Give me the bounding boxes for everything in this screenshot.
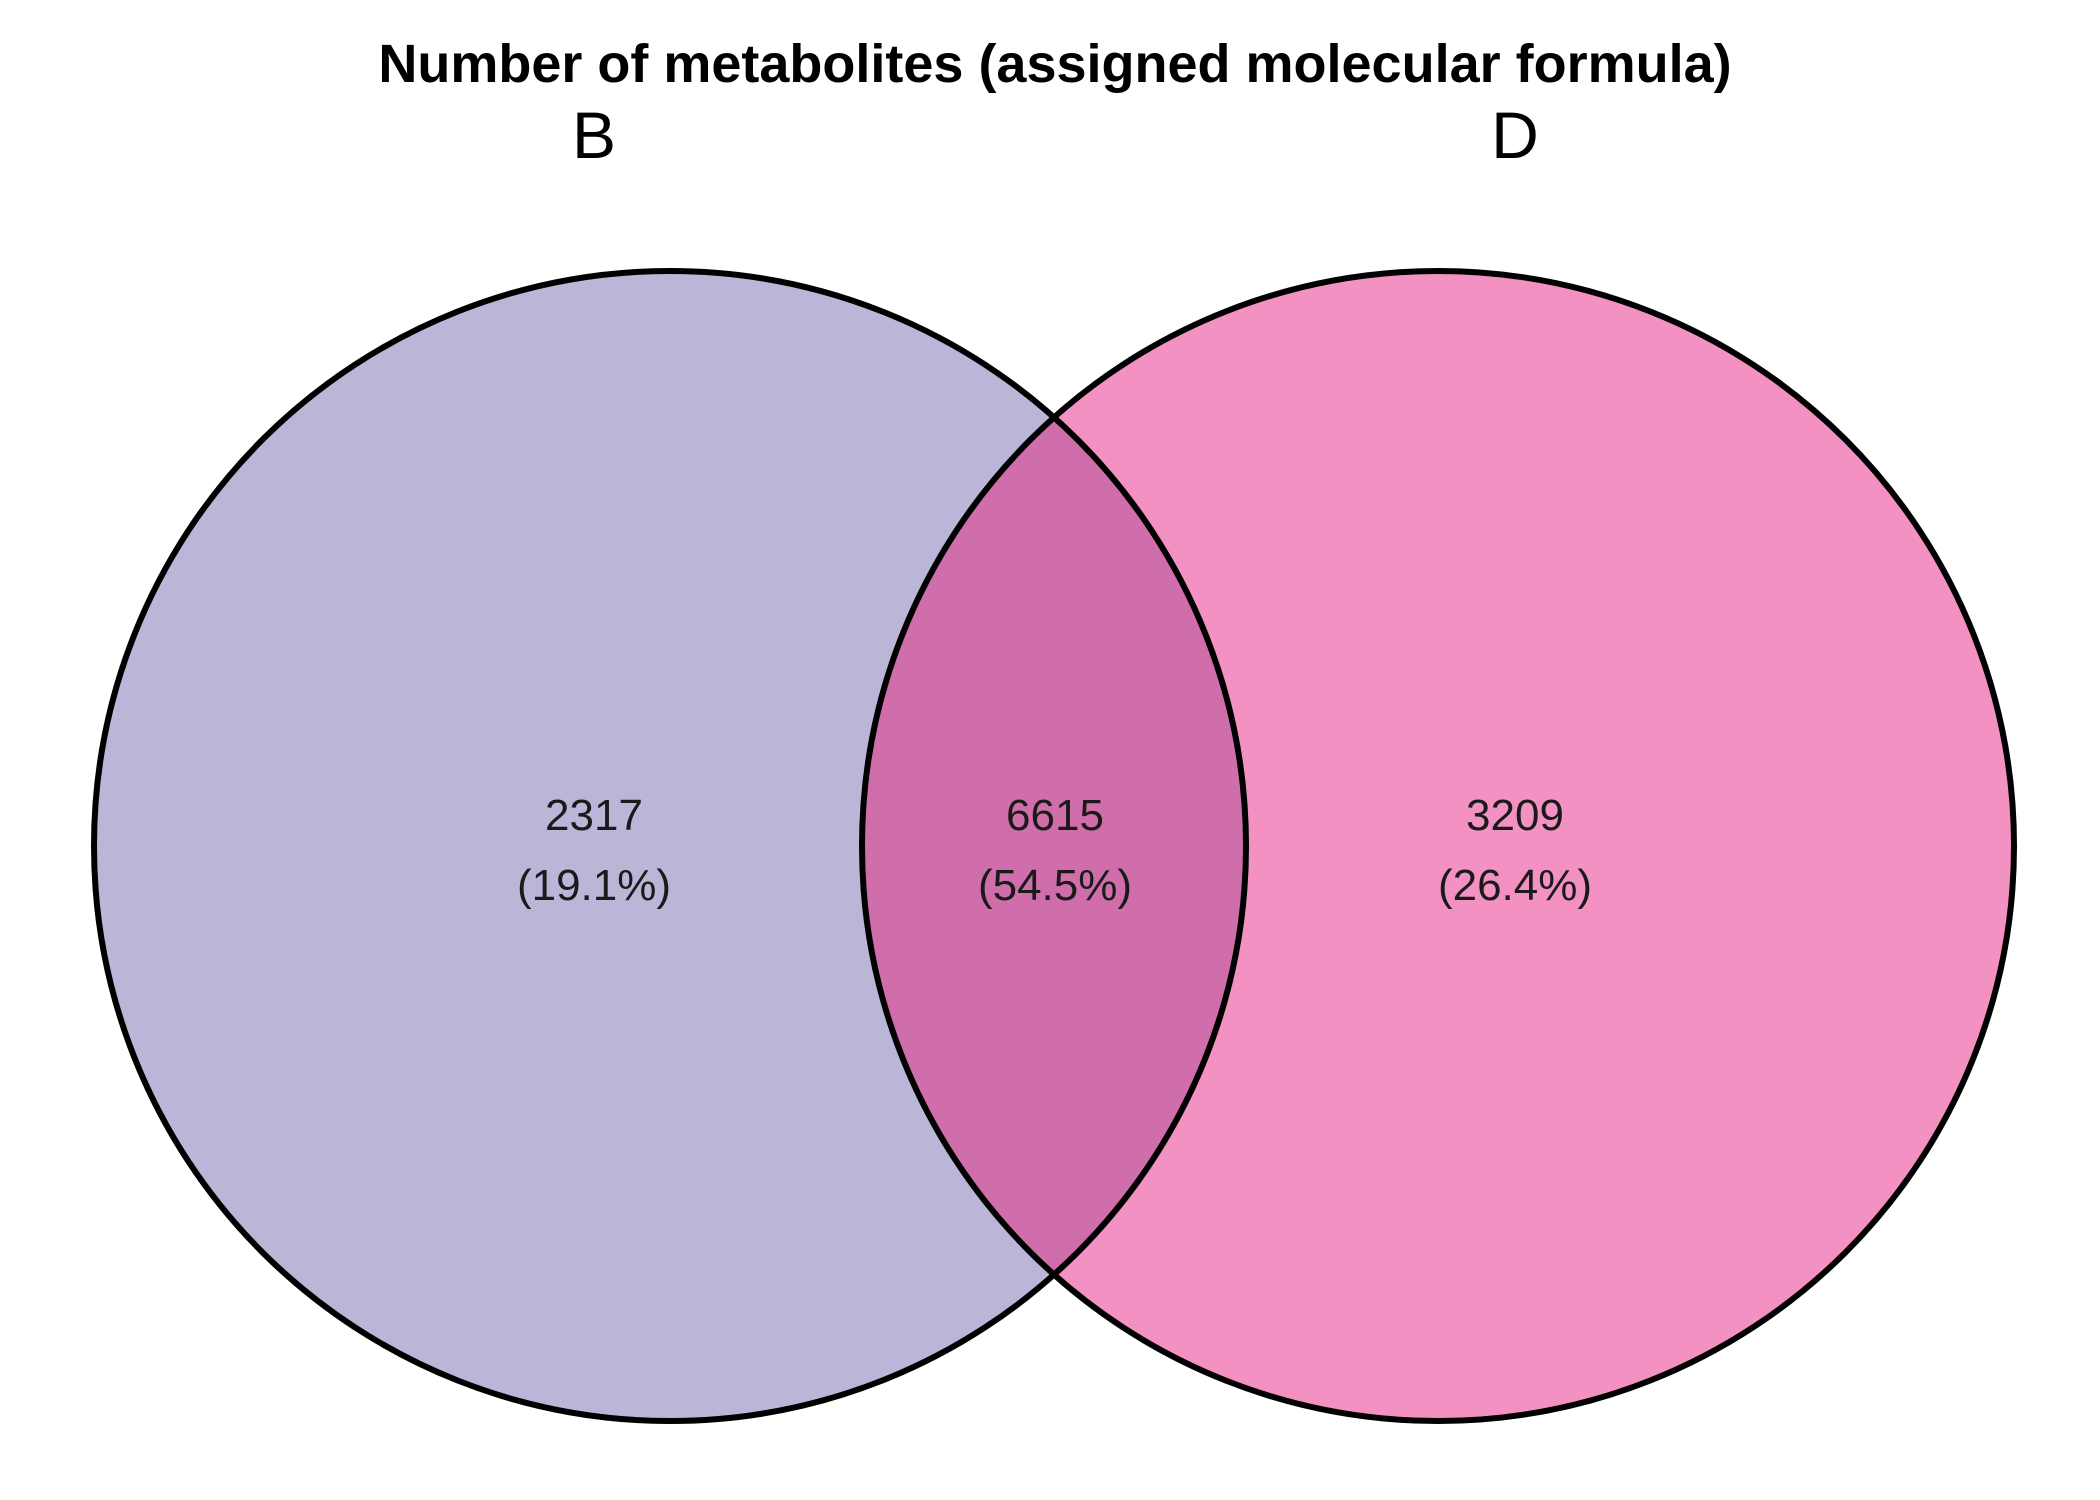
intersection-count: 6615 bbox=[1006, 791, 1104, 840]
diagram-title: Number of metabolites (assigned molecula… bbox=[378, 34, 1731, 94]
set-label-b: B bbox=[572, 98, 616, 172]
intersection-percent: (54.5%) bbox=[978, 861, 1132, 910]
set-d-outline bbox=[859, 268, 2017, 1424]
b-only-percent: (19.1%) bbox=[517, 861, 671, 910]
set-b-outline bbox=[91, 268, 1249, 1424]
d-only-count: 3209 bbox=[1466, 791, 1564, 840]
set-label-d: D bbox=[1491, 98, 1539, 172]
b-only-count: 2317 bbox=[545, 791, 643, 840]
d-only-percent: (26.4%) bbox=[1438, 861, 1592, 910]
intersection-region bbox=[862, 271, 1246, 1421]
